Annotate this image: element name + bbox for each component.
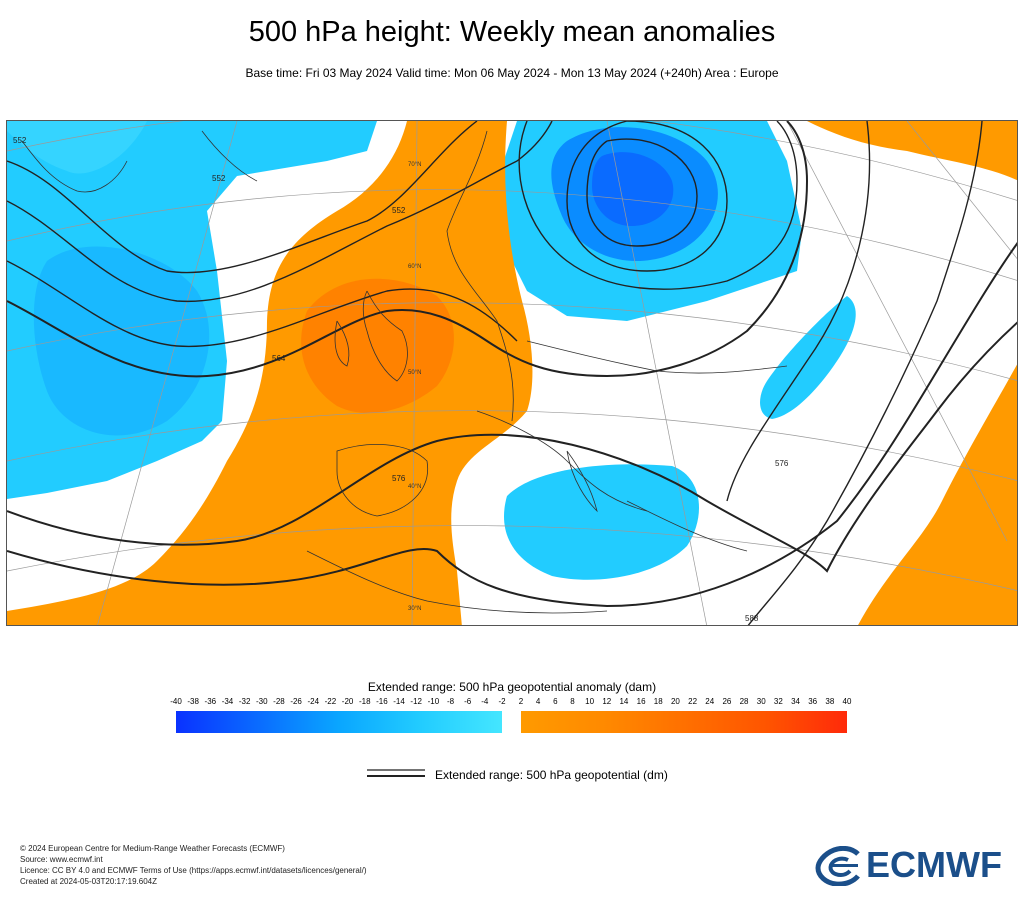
legend-tick-label: -8 — [446, 697, 455, 706]
legend-tick-label: 26 — [722, 697, 732, 706]
positive-anomaly-europe — [7, 121, 533, 625]
licence-line: Licence: CC BY 4.0 and ECMWF Terms of Us… — [20, 866, 367, 875]
map-canvas: 552 552 564 576 576 588 552 70°N 60°N 50… — [7, 121, 1017, 625]
deep-negative-scandinavia-center — [592, 152, 674, 226]
legend-tick-label: -12 — [410, 697, 422, 706]
legend-tick-label: -10 — [427, 697, 440, 706]
ecmwf-logo-icon — [815, 846, 860, 886]
legend-tick-label: 40 — [842, 697, 852, 706]
positive-anomaly-southeast — [858, 364, 1017, 625]
legend-tick-label: 4 — [535, 697, 541, 706]
legend-tick-label: -28 — [273, 697, 285, 706]
legend-tick-label: 18 — [653, 697, 663, 706]
legend-tick-label: 32 — [773, 697, 783, 706]
contour-legend-swatch — [367, 769, 425, 777]
graticule — [7, 121, 1017, 625]
latitude-label: 30°N — [408, 606, 421, 612]
deep-negative-west-core — [33, 246, 210, 436]
latitude-label: 50°N — [408, 370, 421, 376]
legend-tick-label: -14 — [393, 697, 405, 706]
legend-tick-label: -34 — [221, 697, 234, 706]
legend-tick-label: 6 — [553, 697, 558, 706]
legend-tick-label: 16 — [636, 697, 646, 706]
shading-legend-title: Extended range: 500 hPa geopotential ano… — [367, 680, 657, 694]
positive-anomaly-core-uk — [301, 278, 454, 414]
negative-colorbar — [176, 711, 502, 733]
legend-tick-label: -6 — [464, 697, 472, 706]
legend-tick-label: -38 — [187, 697, 199, 706]
legend-tick-label: 34 — [791, 697, 800, 706]
legend-ticks: -40 -38 -36 -34 -32 -30 -28 -26 -24 -22 -20 -18 -16-… — [167, 697, 857, 709]
legend-tick-label: 28 — [739, 697, 749, 706]
contour-label: 552 — [392, 206, 406, 215]
legend-tick-label: 8 — [570, 697, 575, 706]
negative-anomaly-balkans — [760, 296, 856, 419]
contour-legend-label: Extended range: 500 hPa geopotential (dm… — [435, 768, 668, 782]
legend-tick-label: -32 — [238, 697, 251, 706]
positive-anomaly-northeast — [807, 121, 1017, 181]
legend-tick-label: 24 — [705, 697, 715, 706]
positive-colorbar — [521, 711, 847, 733]
contour-label: 552 — [13, 136, 27, 145]
ecmwf-logo-text: ECMWF — [866, 844, 1002, 885]
latitude-label: 40°N — [408, 484, 421, 490]
legend-tick-label: -24 — [307, 697, 320, 706]
created-line: Created at 2024-05-03T20:17:19.604Z — [20, 877, 157, 886]
legend-tick-label: -30 — [256, 697, 268, 706]
contour-label: 588 — [745, 614, 759, 623]
contour-576 — [7, 321, 1017, 573]
contour-564 — [7, 121, 809, 378]
anomaly-map[interactable]: 552 552 564 576 576 588 552 70°N 60°N 50… — [6, 120, 1018, 626]
legend-tick-label: 22 — [688, 697, 698, 706]
legend-tick-label: -22 — [324, 697, 337, 706]
contour-label: 576 — [775, 459, 789, 468]
geopotential-contours — [7, 121, 1017, 625]
footer-credits: © 2024 European Centre for Medium-Range … — [20, 843, 367, 887]
legend-tick-label: -26 — [290, 697, 302, 706]
legend-tick-label: -16 — [376, 697, 388, 706]
legend-tick-label: -40 — [170, 697, 182, 706]
legend-tick-label: 14 — [619, 697, 629, 706]
legend-tick-label: 12 — [602, 697, 612, 706]
legend-tick-label: 30 — [756, 697, 766, 706]
contour-label: 552 — [212, 174, 226, 183]
legend-tick-label: 20 — [670, 697, 680, 706]
legend-tick-label: -4 — [481, 697, 489, 706]
legend-tick-label: 2 — [518, 697, 524, 706]
legend-tick-label: 36 — [808, 697, 818, 706]
coastlines — [21, 130, 788, 614]
contour-label: 564 — [272, 354, 286, 363]
contour-label: 576 — [392, 474, 406, 483]
latitude-label: 60°N — [408, 264, 421, 270]
negative-anomaly-med — [504, 464, 699, 580]
map-subtitle: Base time: Fri 03 May 2024 Valid time: M… — [245, 66, 779, 80]
legend-tick-label: -18 — [358, 697, 371, 706]
negative-anomaly-greenland-bay — [7, 121, 147, 174]
legend-tick-label: 38 — [825, 697, 835, 706]
legend-tick-label: -20 — [341, 697, 354, 706]
latitude-label: 70°N — [408, 162, 421, 168]
legend-tick-label: 10 — [585, 697, 595, 706]
legend-tick-label: -36 — [204, 697, 217, 706]
legend-tick-label: -2 — [498, 697, 506, 706]
source-line: Source: www.ecmwf.int — [20, 855, 103, 864]
map-title: 500 hPa height: Weekly mean anomalies — [248, 16, 776, 48]
copyright-line: © 2024 European Centre for Medium-Range … — [20, 844, 285, 853]
